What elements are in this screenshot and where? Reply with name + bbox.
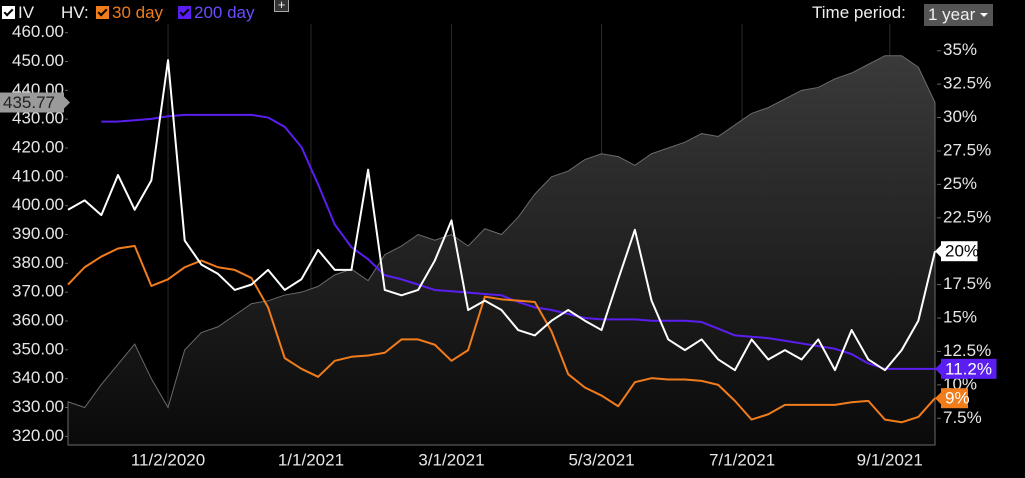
legend-200day: 200 day: [194, 3, 255, 22]
y2-tick-label: 30%: [943, 107, 977, 126]
value-badge: [0, 92, 64, 113]
badge-label: 11.2%: [945, 359, 992, 378]
hv30-toggle[interactable]: 30 day: [96, 0, 163, 26]
y2-tick-label: 32.5%: [943, 74, 991, 93]
y-tick-label: 320.00: [12, 426, 64, 445]
value-badge: [941, 358, 997, 379]
value-badge: [941, 241, 978, 262]
y2-tick-label: 15%: [943, 308, 977, 327]
y-tick-label: 400.00: [12, 195, 64, 214]
y2-tick-label: 25%: [943, 174, 977, 193]
hv-label: HV:: [61, 3, 89, 22]
badge-arrow: [935, 392, 941, 405]
badge-label: 9%: [945, 389, 970, 408]
y-tick-label: 370.00: [12, 282, 64, 301]
x-tick-label: 11/2/2020: [131, 450, 205, 469]
value-badge: [941, 388, 968, 409]
y-tick-label: 360.00: [12, 310, 64, 329]
price-area: [67, 55, 936, 446]
x-tick-label: 7/1/2021: [709, 450, 775, 469]
hv200-toggle[interactable]: 200 day: [178, 0, 255, 26]
iv-label: IV: [18, 3, 35, 22]
y-tick-label: 430.00: [12, 109, 64, 128]
y2-tick-label: 35%: [943, 40, 977, 59]
time-period-value: 1 year: [928, 5, 976, 24]
y2-tick-label: 27.5%: [943, 140, 991, 159]
y-tick-label: 390.00: [12, 224, 64, 243]
badge-arrow: [935, 245, 941, 258]
iv-toggle[interactable]: IV: [2, 0, 34, 26]
series-line: [101, 113, 935, 370]
toolbar: IV HV: 30 day 200 day + Time period: 1 y…: [0, 0, 1025, 26]
time-period-label: Time period:: [812, 3, 906, 22]
badge-arrow: [64, 96, 70, 109]
time-period-dropdown[interactable]: 1 year: [924, 4, 994, 26]
y-tick-label: 460.00: [12, 22, 64, 41]
badge-label: 435.77: [3, 93, 55, 112]
badge-arrow: [935, 362, 941, 375]
y2-tick-label: 22.5%: [943, 207, 991, 226]
y2-tick-label: 17.5%: [943, 274, 991, 293]
y-tick-label: 410.00: [12, 166, 64, 185]
y-tick-label: 420.00: [12, 137, 64, 156]
y-tick-label: 450.00: [12, 51, 64, 70]
y-tick-label: 340.00: [12, 368, 64, 387]
x-tick-label: 3/1/2021: [418, 450, 484, 469]
legend-30day: 30 day: [112, 3, 164, 22]
x-tick-label: 9/1/2021: [857, 450, 923, 469]
y-tick-label: 330.00: [12, 397, 64, 416]
y-tick-label: 380.00: [12, 253, 64, 272]
x-tick-label: 5/3/2021: [568, 450, 634, 469]
series-line: [67, 244, 936, 424]
series-line: [67, 59, 936, 372]
x-tick-label: 1/1/2021: [278, 450, 344, 469]
badge-label: 20%: [945, 242, 979, 261]
y-tick-label: 350.00: [12, 339, 64, 358]
y2-tick-label: 7.5%: [943, 408, 982, 427]
y2-tick-label: 12.5%: [943, 341, 991, 360]
add-button[interactable]: +: [274, 0, 289, 12]
